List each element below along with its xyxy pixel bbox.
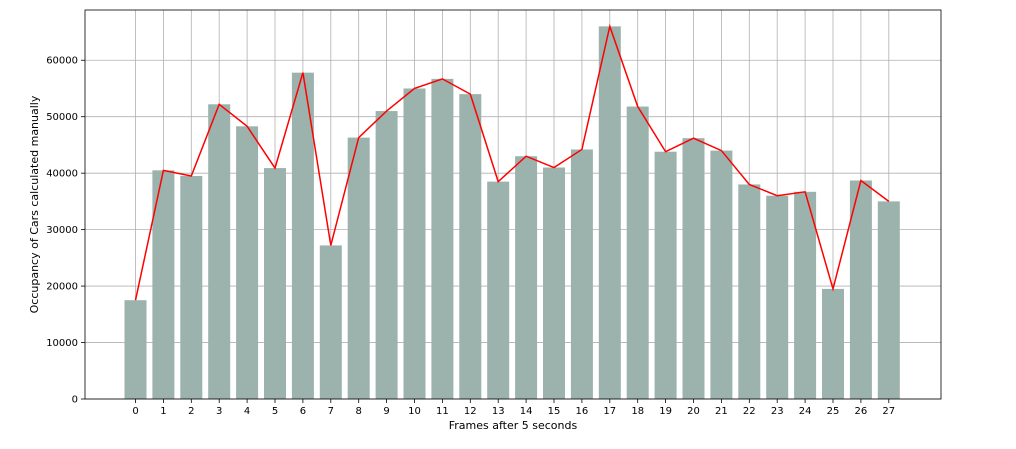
bar (682, 138, 705, 399)
x-tick-label: 18 (631, 406, 644, 417)
bar (710, 150, 733, 399)
x-tick-label: 2 (188, 406, 194, 417)
x-tick-label: 27 (882, 406, 895, 417)
x-tick-label: 4 (244, 406, 250, 417)
bar (570, 149, 593, 399)
x-tick-label: 1 (160, 406, 166, 417)
bar (738, 184, 761, 399)
y-tick-label: 60000 (46, 56, 78, 67)
x-tick-label: 11 (436, 406, 449, 417)
bar (654, 151, 677, 399)
x-tick-label: 8 (356, 406, 362, 417)
bar (515, 156, 538, 399)
overlay-line (134, 23, 890, 301)
bar (794, 191, 817, 399)
bar (347, 137, 370, 400)
x-tick-label: 7 (328, 406, 334, 417)
bar (598, 26, 621, 399)
x-tick-label: 5 (272, 406, 278, 417)
x-tick-label: 25 (827, 406, 840, 417)
bar (264, 168, 286, 399)
bar (152, 170, 175, 399)
plot-frame (84, 9, 942, 400)
bar (431, 78, 454, 400)
y-tick-label: 30000 (46, 225, 78, 236)
x-tick-label: 3 (216, 406, 222, 417)
x-tick-label: 15 (548, 406, 561, 417)
y-tick-label: 20000 (46, 282, 78, 293)
bar (208, 104, 231, 399)
bar (626, 106, 649, 400)
y-axis-ticks: 0 10000 20000 30000 40000 50000 60000 (46, 56, 85, 406)
x-tick-label: 14 (520, 406, 533, 417)
x-tick-label: 9 (383, 406, 389, 417)
bar (849, 180, 872, 399)
bar (543, 167, 565, 399)
x-tick-label: 26 (855, 406, 868, 417)
bar (291, 72, 314, 400)
bar (766, 195, 789, 399)
bar (403, 88, 426, 399)
x-tick-label: 17 (603, 406, 616, 417)
y-axis-label: Occupancy of Cars calculated manually (28, 95, 41, 313)
x-tick-label: 23 (771, 406, 784, 417)
overlay-line-layer (134, 23, 890, 301)
bars (124, 26, 900, 400)
bar (124, 300, 147, 399)
bar (180, 175, 203, 399)
x-tick-label: 16 (576, 406, 589, 417)
bar (822, 288, 844, 399)
x-axis-ticks: 0 1 2 3 4 5 6 7 8 9 10 11 12 13 14 15 16 17 18 19 20 21 22 23 24… (132, 399, 895, 417)
x-tick-label: 6 (300, 406, 306, 417)
x-tick-label: 13 (492, 406, 505, 417)
bar (877, 201, 900, 399)
x-tick-label: 20 (687, 406, 700, 417)
bar (487, 181, 510, 399)
bar (319, 245, 342, 399)
x-tick-label: 0 (132, 406, 138, 417)
y-tick-label: 0 (72, 395, 78, 406)
x-tick-label: 19 (659, 406, 672, 417)
bar (459, 94, 482, 400)
x-tick-label: 21 (715, 406, 728, 417)
x-axis-label: Frames after 5 seconds (449, 419, 578, 432)
x-tick-label: 12 (464, 406, 477, 417)
bar (236, 126, 259, 400)
x-tick-label: 24 (799, 406, 812, 417)
y-tick-label: 40000 (46, 169, 78, 180)
y-tick-label: 50000 (46, 112, 78, 123)
x-tick-label: 22 (743, 406, 756, 417)
x-tick-label: 10 (408, 406, 421, 417)
y-tick-label: 10000 (46, 338, 78, 349)
bar (375, 111, 398, 399)
